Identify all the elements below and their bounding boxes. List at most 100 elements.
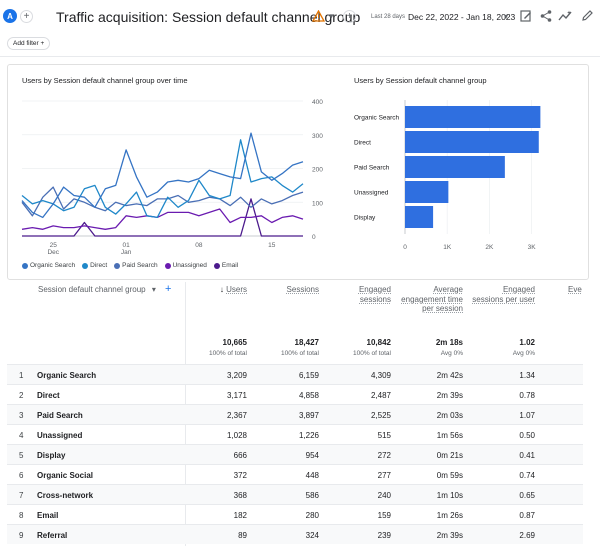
x-tick-label: 01 [122,242,130,249]
series-line-email [22,198,303,237]
table-row[interactable]: 3 Paid Search 2,367 3,897 2,525 2m 03s 1.07 [7,404,583,424]
y-tick-label: 0 [312,234,316,241]
y-tick-label: 300 [312,133,323,140]
legend-item[interactable]: Direct [82,262,107,269]
row-number: 5 [19,451,24,460]
cell-sessions: 4,858 [298,391,319,400]
row-number: 1 [19,371,24,380]
add-filter-button[interactable]: Add filter + [7,37,51,50]
table-row[interactable]: 6 Organic Social 372 448 277 0m 59s 0.74 [7,464,583,484]
channel-name: Unassigned [37,431,83,440]
legend-label: Direct [90,262,108,269]
cell-engaged: 272 [377,451,391,460]
date-dropdown-icon[interactable]: ▾ [504,12,509,21]
legend-item[interactable]: Organic Search [22,262,75,269]
bar-category-label: Display [354,215,376,222]
legend-label: Email [221,262,239,269]
legend-swatch [164,262,171,269]
title-dropdown-icon[interactable]: ▾ [329,11,334,21]
table-row[interactable]: 4 Unassigned 1,028 1,226 515 1m 56s 0.50 [7,424,583,444]
cell-avgtime: 1m 10s [436,491,463,500]
column-header-label: Eve [568,285,582,294]
y-tick-label: 400 [312,99,323,106]
table-row[interactable]: 8 Email 182 280 159 1m 26s 0.87 [7,504,583,524]
cell-sessions: 280 [305,511,319,520]
table-row[interactable]: 1 Organic Search 3,209 6,159 4,309 2m 42s 1.34 [7,364,583,384]
cell-engaged: 4,309 [370,371,391,380]
series-line-paid-search [21,186,304,217]
add-comparison-icon[interactable]: + [20,10,33,23]
cell-avgtime: 2m 42s [436,371,463,380]
column-header-label: Average engagement time per session [401,285,463,313]
column-total-percent: 100% of total [281,350,319,357]
sort-arrow-icon[interactable]: ↓ [219,285,227,294]
column-header[interactable]: Sessions [259,285,319,295]
cell-engaged: 2,525 [370,411,391,420]
cell-per-user: 1.34 [519,371,535,380]
x-tick-label: 3K [528,244,537,251]
date-range-label: Last 28 days [371,14,406,20]
legend-item[interactable]: Unassigned [164,262,207,269]
insights-icon[interactable] [558,9,572,23]
legend-label: Unassigned [172,262,207,269]
channel-name: Paid Search [37,411,83,420]
column-total: 10,665 [222,338,247,347]
x-tick-month: Jan [121,249,132,256]
cell-sessions: 586 [305,491,319,500]
row-number: 6 [19,471,24,480]
bar-organic-search [405,106,541,128]
table-row[interactable]: 2 Direct 3,171 4,858 2,487 2m 39s 0.78 [7,384,583,404]
legend-item[interactable]: Email [213,262,239,269]
cell-engaged: 2,487 [370,391,391,400]
column-header[interactable]: Average engagement time per session [393,285,463,314]
column-header-label: Engaged sessions per user [472,285,535,304]
cell-avgtime: 1m 26s [436,511,463,520]
account-avatar[interactable]: A [3,9,17,23]
cell-avgtime: 2m 39s [436,531,463,540]
cell-sessions: 448 [305,471,319,480]
legend-label: Organic Search [30,262,76,269]
bar-paid-search [405,156,505,178]
top-bar: A + Traffic acquisition: Session default… [0,0,600,34]
bar-display [405,206,434,228]
column-total-percent: Avg 0% [440,350,463,357]
column-total: 1.02 [519,338,535,347]
channel-name: Email [37,511,59,520]
cell-engaged: 240 [377,491,391,500]
cell-per-user: 1.07 [519,411,535,420]
column-header[interactable]: ↓ Users [187,285,247,295]
page-title: Traffic acquisition: Session default cha… [56,9,361,25]
column-total: 18,427 [294,338,319,347]
table-row[interactable]: 5 Display 666 954 272 0m 21s 0.41 [7,444,583,464]
warning-icon[interactable] [312,10,325,22]
cell-per-user: 0.50 [519,431,535,440]
cell-sessions: 324 [305,531,319,540]
dimension-selector[interactable]: Session default channel group ▾ [38,285,156,294]
date-range-picker[interactable]: Dec 22, 2022 - Jan 18, 2023 [408,12,516,22]
customize-report-icon[interactable] [519,9,533,23]
legend-item[interactable]: Paid Search [114,262,158,269]
cell-per-user: 0.41 [519,451,535,460]
table-row[interactable]: 9 Referral 89 324 239 2m 39s 2.69 [7,524,583,544]
column-header[interactable]: Eve [568,285,600,295]
row-number: 7 [19,491,24,500]
cell-avgtime: 1m 56s [436,431,463,440]
cell-engaged: 277 [377,471,391,480]
column-header[interactable]: Engaged sessions per user [470,285,535,304]
x-tick-label: 25 [50,242,58,249]
add-card-icon[interactable]: + [343,10,356,23]
edit-icon[interactable] [580,9,594,23]
share-icon[interactable] [539,9,553,23]
table-row[interactable]: 7 Cross-network 368 586 240 1m 10s 0.65 [7,484,583,504]
cell-sessions: 954 [305,451,319,460]
cell-users: 666 [233,451,247,460]
column-header-label: Sessions [286,285,319,294]
cell-engaged: 515 [377,431,391,440]
add-dimension-icon[interactable]: + [165,283,172,295]
x-tick-label: 2K [485,244,494,251]
x-tick-label: 0 [403,244,407,251]
column-total-percent: Avg 0% [512,350,535,357]
cell-per-user: 2.69 [519,531,535,540]
column-header[interactable]: Engaged sessions [331,285,391,304]
